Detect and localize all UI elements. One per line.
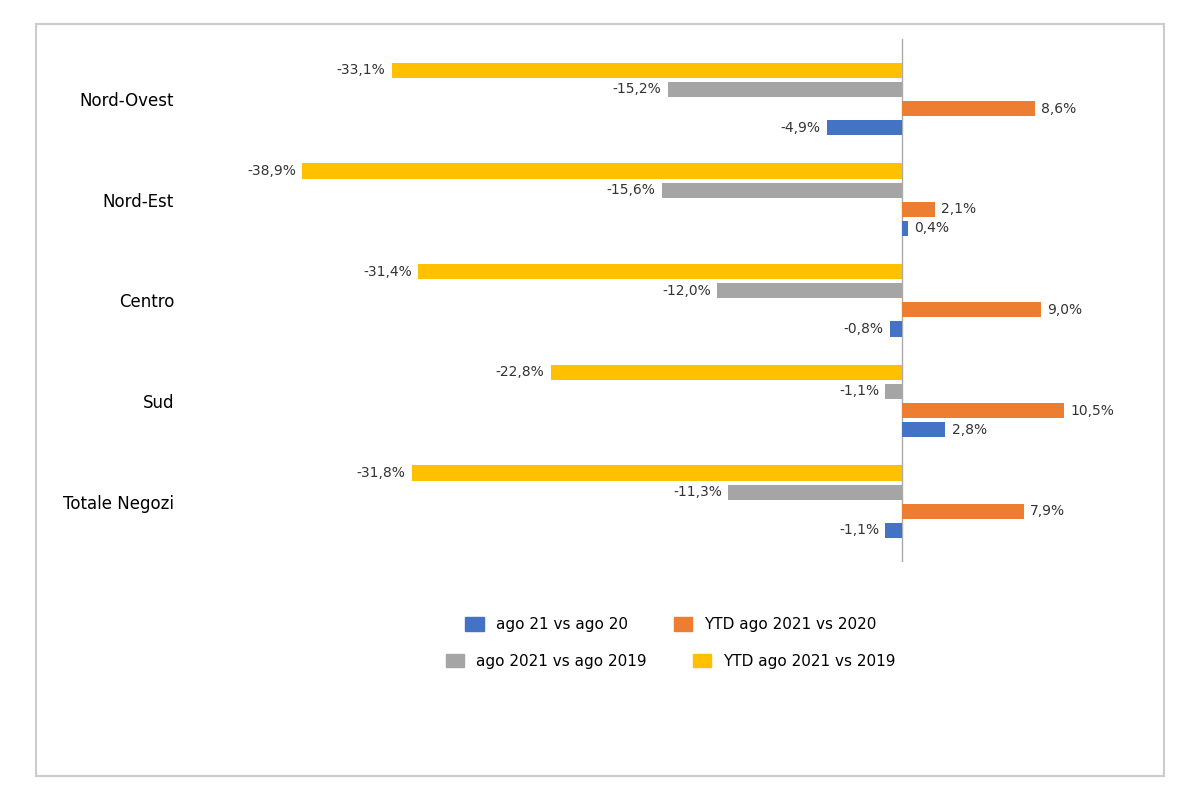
Bar — [302, 163, 902, 178]
Bar — [902, 221, 908, 236]
Bar — [902, 422, 946, 438]
Text: 2,8%: 2,8% — [952, 422, 986, 437]
Bar — [728, 485, 902, 500]
Bar — [886, 523, 902, 538]
Bar — [890, 322, 902, 337]
Bar — [827, 120, 902, 135]
Text: -22,8%: -22,8% — [496, 366, 545, 379]
Text: -0,8%: -0,8% — [844, 322, 883, 336]
Bar — [902, 504, 1024, 518]
Bar — [667, 82, 902, 97]
Text: -4,9%: -4,9% — [780, 121, 821, 134]
Text: 0,4%: 0,4% — [914, 222, 949, 235]
Text: -11,3%: -11,3% — [673, 485, 721, 499]
Bar — [418, 264, 902, 279]
Bar — [902, 302, 1042, 318]
Legend: ago 2021 vs ago 2019, YTD ago 2021 vs 2019: ago 2021 vs ago 2019, YTD ago 2021 vs 20… — [439, 648, 902, 675]
Text: 7,9%: 7,9% — [1031, 504, 1066, 518]
Text: -1,1%: -1,1% — [839, 385, 880, 398]
Bar — [551, 365, 902, 380]
Bar — [902, 101, 1034, 116]
Text: -33,1%: -33,1% — [337, 63, 385, 78]
Bar — [412, 466, 902, 481]
Text: -31,4%: -31,4% — [364, 265, 412, 278]
Text: -1,1%: -1,1% — [839, 523, 880, 538]
Text: 9,0%: 9,0% — [1048, 303, 1082, 317]
Bar — [902, 202, 935, 217]
Bar — [886, 384, 902, 399]
Bar — [902, 403, 1064, 418]
Text: -15,6%: -15,6% — [606, 183, 655, 197]
Text: 2,1%: 2,1% — [941, 202, 976, 216]
Text: -31,8%: -31,8% — [356, 466, 406, 480]
Bar — [661, 182, 902, 198]
Text: -38,9%: -38,9% — [247, 164, 296, 178]
Text: -12,0%: -12,0% — [662, 284, 710, 298]
Text: -15,2%: -15,2% — [613, 82, 661, 97]
Bar — [391, 62, 902, 78]
Text: 10,5%: 10,5% — [1070, 403, 1115, 418]
Bar — [718, 283, 902, 298]
Text: 8,6%: 8,6% — [1042, 102, 1076, 115]
